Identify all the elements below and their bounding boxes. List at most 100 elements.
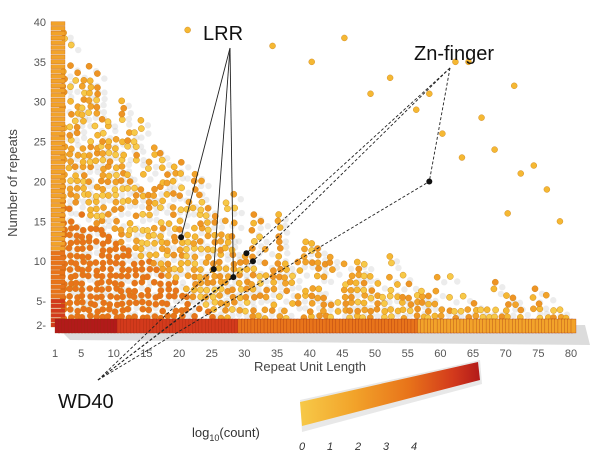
data-point [237, 259, 244, 266]
x-tick-label: 25 [206, 348, 218, 360]
data-point [131, 279, 138, 287]
point-shadow [126, 190, 133, 197]
x-tick-label: 15 [140, 348, 152, 360]
point-shadow [67, 73, 74, 80]
point-shadow [336, 271, 343, 278]
data-point [379, 293, 386, 301]
wall-bar [50, 74, 66, 79]
data-point [270, 301, 278, 309]
data-point [144, 227, 151, 234]
data-point [425, 308, 432, 315]
data-point [67, 252, 74, 259]
x-tick-label: 45 [336, 348, 348, 360]
wall-bar [50, 69, 66, 74]
data-point [79, 145, 87, 152]
point-shadow [238, 224, 245, 232]
data-point [431, 312, 439, 320]
data-point [320, 301, 328, 309]
point-shadow [454, 278, 461, 285]
data-point [203, 286, 211, 294]
data-point [550, 307, 557, 314]
wall-bar [50, 54, 66, 60]
data-point [256, 273, 263, 280]
data-point [67, 239, 75, 247]
outlier-point [543, 186, 551, 193]
point-shadow [432, 305, 439, 313]
data-point [242, 307, 249, 315]
data-point [374, 280, 382, 287]
annotation-leader-line [97, 260, 254, 381]
data-point [111, 206, 118, 213]
data-point [124, 171, 131, 179]
point-shadow [263, 278, 270, 285]
colorbar-gradient [300, 362, 480, 426]
data-point [91, 122, 99, 130]
data-point [85, 97, 93, 104]
data-point [71, 117, 79, 125]
data-point [100, 299, 107, 307]
y-tick-label: 30 [34, 97, 46, 109]
data-point [281, 307, 288, 315]
annotation-wd40: WD40 [58, 391, 114, 413]
y-ticks: 2- 5- 10 15 20 25 30 35 40 [34, 17, 47, 332]
data-point [126, 220, 134, 227]
point-shadow [282, 216, 289, 223]
data-point [190, 240, 197, 247]
wall-bar [50, 255, 66, 261]
data-point [164, 171, 171, 178]
data-point [360, 272, 368, 280]
data-point [360, 279, 368, 287]
data-point [472, 312, 480, 320]
data-point [184, 259, 192, 267]
data-point [84, 272, 92, 280]
data-point [159, 225, 167, 232]
point-shadow [183, 222, 191, 230]
outlier-point [491, 146, 498, 153]
data-point [150, 144, 158, 152]
data-point [87, 206, 94, 214]
data-point [353, 286, 361, 294]
data-point [145, 204, 153, 212]
data-point [66, 205, 73, 213]
data-point [275, 253, 283, 260]
data-point [196, 191, 203, 199]
data-point [251, 238, 258, 245]
wall-bar [50, 64, 66, 69]
data-point [138, 292, 145, 299]
outlier-point [367, 90, 374, 97]
data-point [342, 300, 350, 307]
data-point [202, 273, 210, 281]
data-point [490, 285, 498, 293]
point-shadow [127, 110, 134, 117]
point-shadow [238, 209, 245, 217]
outlier-point [530, 162, 538, 169]
data-point [119, 266, 126, 274]
outlier-point [517, 170, 524, 177]
data-point [196, 305, 203, 313]
data-point [73, 123, 81, 131]
data-point [132, 212, 140, 220]
data-point [418, 293, 426, 300]
data-point [308, 300, 316, 307]
data-point [94, 131, 101, 139]
wall-bar [50, 21, 66, 26]
data-point [137, 186, 145, 193]
data-point [218, 231, 225, 238]
data-point [78, 233, 86, 241]
wall-bar [50, 251, 66, 256]
data-point [302, 238, 310, 246]
point-shadow [73, 137, 80, 144]
point-shadow [111, 123, 119, 130]
point-shadow [327, 306, 334, 313]
point-shadow [100, 198, 107, 205]
point-shadow [184, 265, 192, 272]
outlier-point [341, 34, 348, 42]
data-point [118, 281, 125, 288]
data-point [177, 266, 184, 273]
data-point [98, 116, 106, 123]
point-shadow [85, 116, 93, 123]
data-point [66, 185, 74, 193]
data-point [224, 239, 232, 246]
data-point [491, 278, 499, 286]
wall-bar [50, 298, 66, 304]
